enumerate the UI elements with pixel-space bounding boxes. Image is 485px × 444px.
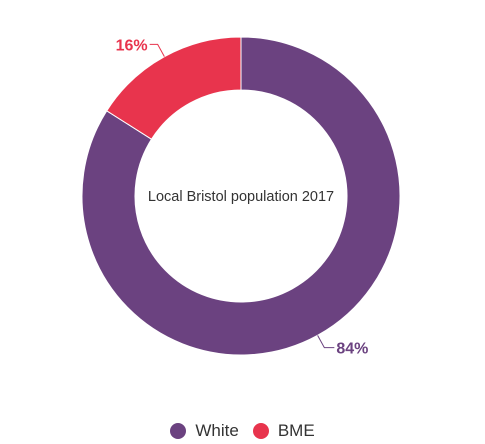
slice-group <box>81 36 401 356</box>
leader-line-group <box>149 43 335 349</box>
legend-marker-bme <box>252 423 269 439</box>
slice-white[interactable] <box>81 36 401 356</box>
data-label-group: 84% 16% <box>116 37 369 357</box>
leader-line-bme <box>149 43 165 57</box>
legend-label-white: White <box>195 421 239 440</box>
slice-bme[interactable] <box>106 36 242 140</box>
legend: White BME <box>0 420 485 442</box>
legend-label-bme: BME <box>277 421 315 440</box>
legend-marker-white <box>170 423 187 439</box>
legend-item-white[interactable]: White <box>170 420 239 442</box>
legend-item-bme[interactable]: BME <box>252 420 315 442</box>
center-label: Local Bristol population 2017 <box>148 189 334 205</box>
data-label-white: 84% <box>336 341 368 358</box>
leader-line-white <box>317 335 335 349</box>
data-label-bme: 16% <box>116 37 148 54</box>
